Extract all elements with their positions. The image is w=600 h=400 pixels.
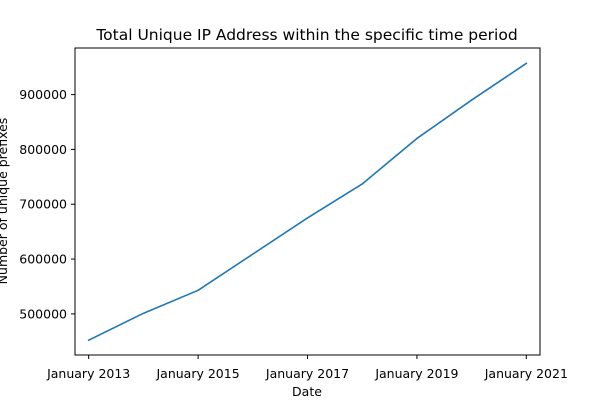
y-tick-label: 500000 [19, 306, 67, 321]
plot-area-frame [74, 47, 541, 356]
x-tick-label: January 2019 [374, 366, 458, 381]
x-axis-label: Date [292, 384, 322, 399]
y-axis-label: Number of unique prefixes [0, 118, 10, 285]
x-tick-label: January 2013 [46, 366, 130, 381]
y-tick-label: 700000 [19, 197, 67, 212]
chart-title: Total Unique IP Address within the speci… [95, 26, 517, 44]
y-tick-label: 900000 [19, 87, 67, 102]
y-tick-label: 600000 [19, 252, 67, 267]
x-tick-label: January 2017 [265, 366, 349, 381]
series-group [87, 62, 528, 342]
x-tick-label: January 2021 [484, 366, 568, 381]
y-axis-ticks: 500000 600000 700000 800000 900000 [19, 87, 75, 321]
series-line [87, 62, 528, 342]
y-tick-label: 800000 [19, 142, 67, 157]
x-tick-label: January 2015 [155, 366, 239, 381]
x-axis-ticks: January 2013 January 2015 January 2017 Janu… [46, 355, 568, 381]
